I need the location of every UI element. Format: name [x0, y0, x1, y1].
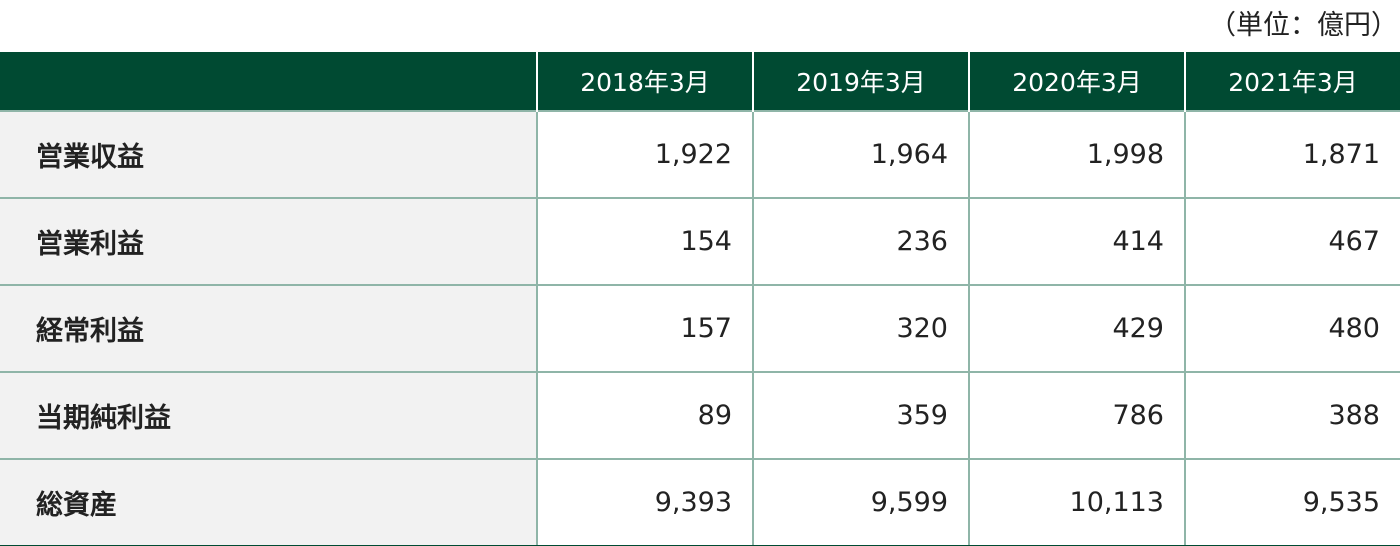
table-row: 当期純利益 89 359 786 388	[0, 371, 1400, 460]
column-header: 2020年3月	[969, 52, 1186, 111]
table-row: 経常利益 157 320 429 480	[0, 284, 1400, 373]
value-cell: 9,599	[752, 458, 970, 546]
value-cell: 320	[752, 284, 970, 373]
financial-table: 2018年3月 2019年3月 2020年3月 2021年3月 営業収益 1,9…	[0, 52, 1400, 546]
value-cell: 236	[752, 197, 970, 286]
value-cell: 388	[1184, 371, 1400, 460]
row-label: 当期純利益	[0, 371, 538, 460]
value-cell: 1,871	[1184, 110, 1400, 199]
value-cell: 786	[968, 371, 1186, 460]
row-label: 営業利益	[0, 197, 538, 286]
value-cell: 10,113	[968, 458, 1186, 546]
table-row: 営業収益 1,922 1,964 1,998 1,871	[0, 110, 1400, 199]
value-cell: 1,998	[968, 110, 1186, 199]
header-row: 2018年3月 2019年3月 2020年3月 2021年3月	[0, 52, 1400, 111]
column-header: 2021年3月	[1185, 52, 1400, 111]
value-cell: 9,393	[536, 458, 754, 546]
table-row: 総資産 9,393 9,599 10,113 9,535	[0, 458, 1400, 546]
row-label: 営業収益	[0, 110, 538, 199]
table-body: 営業収益 1,922 1,964 1,998 1,871 営業利益 154 23…	[0, 110, 1400, 546]
table-header: 2018年3月 2019年3月 2020年3月 2021年3月	[0, 52, 1400, 111]
row-label: 総資産	[0, 458, 538, 546]
header-blank-cell	[0, 52, 538, 111]
value-cell: 154	[536, 197, 754, 286]
column-header: 2019年3月	[753, 52, 970, 111]
value-cell: 1,964	[752, 110, 970, 199]
value-cell: 1,922	[536, 110, 754, 199]
value-cell: 414	[968, 197, 1186, 286]
table-row: 営業利益 154 236 414 467	[0, 197, 1400, 286]
value-cell: 467	[1184, 197, 1400, 286]
value-cell: 9,535	[1184, 458, 1400, 546]
value-cell: 359	[752, 371, 970, 460]
value-cell: 429	[968, 284, 1186, 373]
column-header: 2018年3月	[537, 52, 754, 111]
value-cell: 157	[536, 284, 754, 373]
row-label: 経常利益	[0, 284, 538, 373]
value-cell: 480	[1184, 284, 1400, 373]
value-cell: 89	[536, 371, 754, 460]
unit-note: （単位：億円）	[1209, 10, 1398, 41]
